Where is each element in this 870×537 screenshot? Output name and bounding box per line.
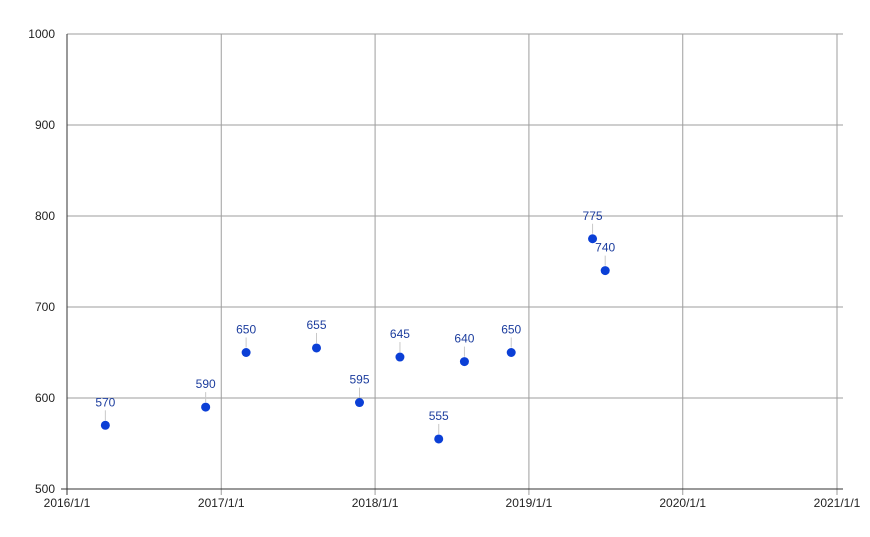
data-point	[588, 234, 598, 244]
data-point	[100, 420, 110, 430]
axes	[61, 34, 843, 495]
x-tick-label: 2017/1/1	[198, 496, 245, 510]
y-tick-label: 800	[35, 209, 55, 223]
label-leaders	[104, 223, 606, 434]
data-point	[600, 266, 610, 276]
data-label: 640	[454, 332, 474, 346]
data-point	[506, 348, 516, 357]
data-point	[395, 352, 405, 362]
x-tick-label: 2021/1/1	[814, 496, 861, 510]
y-tick-label: 1000	[28, 27, 55, 41]
data-points	[100, 234, 610, 444]
x-tick-label: 2016/1/1	[44, 496, 91, 510]
data-point	[201, 402, 211, 412]
data-label: 570	[95, 395, 115, 409]
data-point	[459, 357, 469, 367]
y-tick-label: 500	[35, 482, 55, 496]
data-label: 775	[583, 209, 603, 223]
data-label: 555	[429, 409, 449, 423]
y-tick-label: 700	[35, 300, 55, 314]
data-label: 595	[349, 373, 369, 387]
data-point	[434, 434, 444, 444]
data-label: 655	[306, 318, 326, 332]
y-tick-label: 900	[35, 118, 55, 132]
x-tick-label: 2019/1/1	[506, 496, 553, 510]
data-label: 740	[595, 241, 615, 255]
x-tick-label: 2018/1/1	[352, 496, 399, 510]
data-point	[241, 348, 251, 357]
y-tick-label: 600	[35, 391, 55, 405]
x-tick-label: 2020/1/1	[659, 496, 706, 510]
data-labels: 570 590 650 655 595 645 555 640 650 775 740	[95, 209, 615, 423]
data-point	[354, 398, 364, 408]
data-point	[312, 343, 322, 353]
data-label: 645	[390, 327, 410, 341]
data-label: 590	[196, 377, 216, 391]
data-label: 650	[236, 323, 256, 337]
grid	[67, 33, 843, 495]
data-label: 650	[501, 323, 521, 337]
